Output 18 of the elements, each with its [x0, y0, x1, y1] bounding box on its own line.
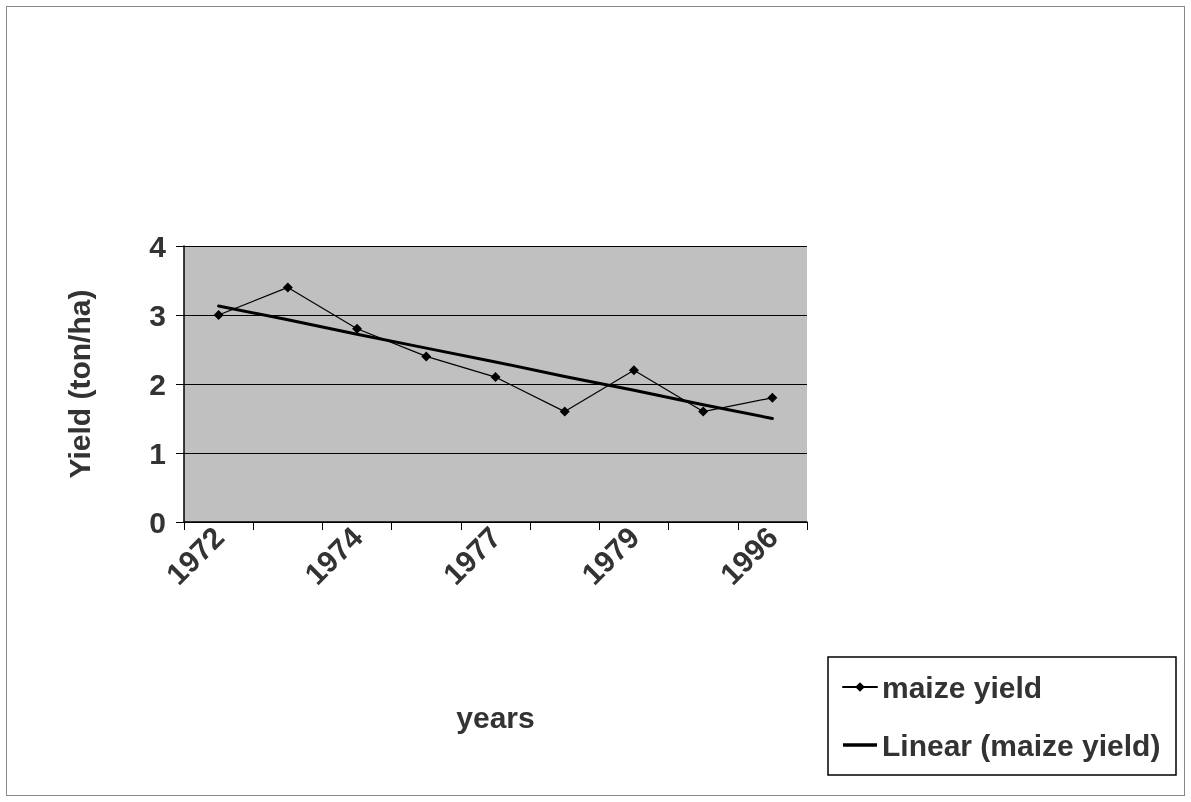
point	[628, 365, 639, 376]
point	[767, 392, 778, 403]
y-tick-label: 1	[149, 436, 166, 470]
y-axis-title: Yield (ton/ha)	[62, 289, 96, 479]
point	[352, 323, 363, 334]
y-tick-label: 3	[149, 298, 166, 332]
y-tick-label: 0	[149, 505, 166, 539]
point	[490, 372, 501, 383]
point	[698, 406, 709, 417]
y-tick-label: 2	[149, 367, 166, 401]
point	[282, 282, 293, 293]
x-axis-title: years	[456, 700, 535, 734]
point	[559, 406, 570, 417]
legend-label: maize yield	[882, 670, 1043, 704]
point	[421, 351, 432, 362]
y-tick-label: 4	[149, 229, 167, 263]
point	[213, 310, 224, 320]
legend-label: Linear (maize yield)	[882, 728, 1161, 762]
